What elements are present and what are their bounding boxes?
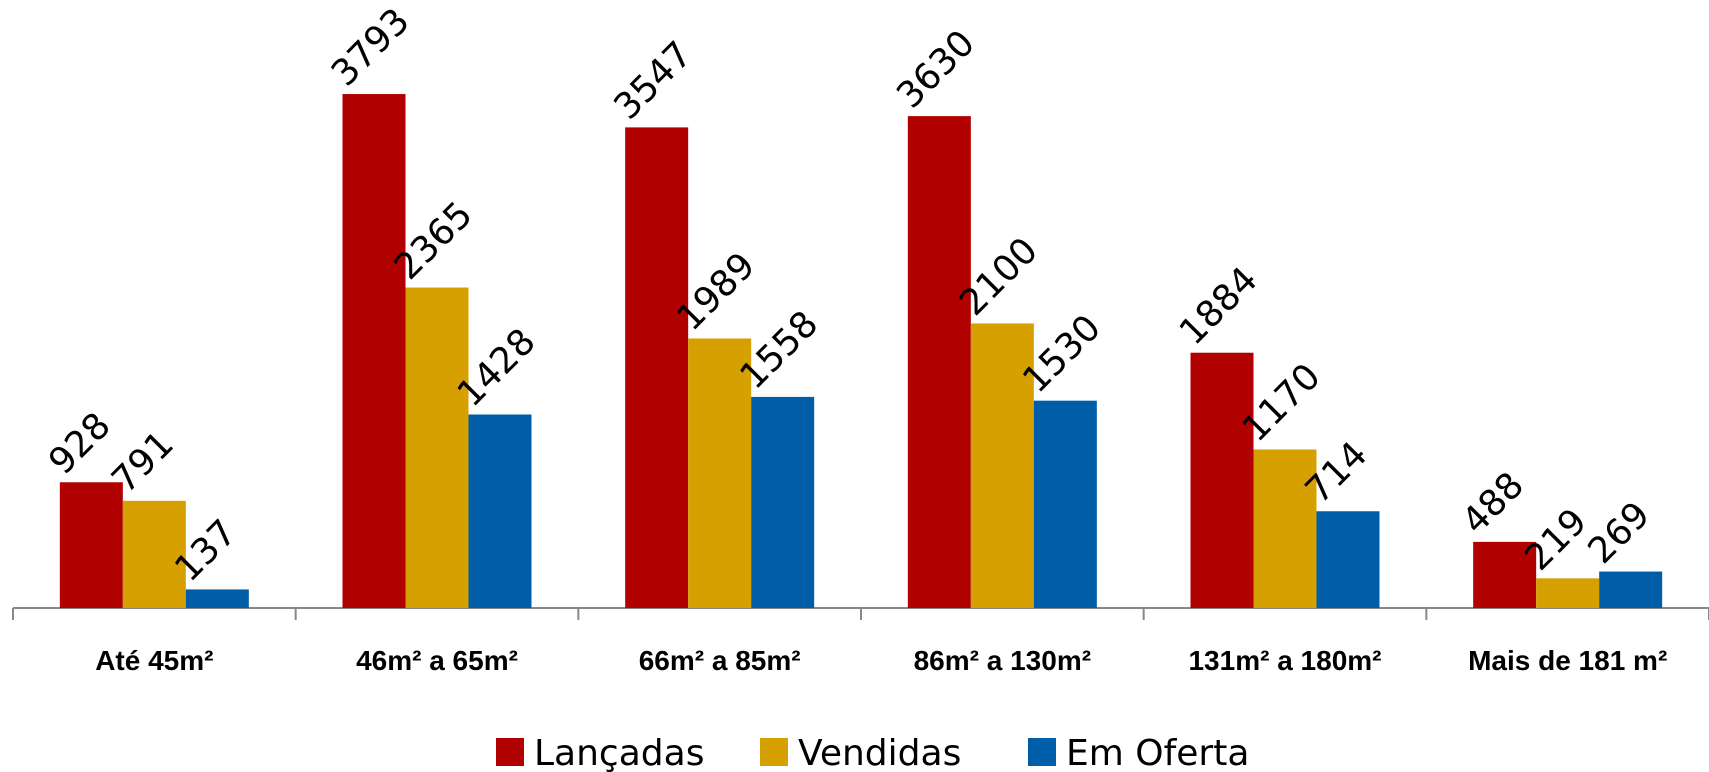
bar: [1253, 449, 1317, 608]
bar: [688, 338, 752, 608]
bar: [1190, 352, 1254, 608]
bar: [1033, 400, 1097, 608]
bar: [1316, 511, 1380, 608]
bar: [185, 589, 249, 608]
legend-swatch: [496, 738, 524, 766]
bar: [970, 323, 1034, 608]
x-tick-label: 66m² a 85m²: [639, 645, 801, 676]
bar: [468, 414, 532, 608]
data-label: 3793: [324, 1, 418, 95]
bar: [405, 287, 469, 608]
data-label: 1884: [1172, 259, 1266, 353]
bar: [59, 482, 123, 608]
x-tick-label: 86m² a 130m²: [914, 645, 1091, 676]
data-label: 3547: [607, 34, 701, 128]
x-tick-label: 131m² a 180m²: [1188, 645, 1381, 676]
bar: [625, 127, 689, 608]
bar: [751, 396, 815, 608]
bar: [1536, 578, 1600, 608]
data-label: 3630: [889, 23, 983, 117]
legend-label: Vendidas: [798, 733, 961, 772]
data-label: 269: [1581, 494, 1659, 572]
x-tick-label: Mais de 181 m²: [1468, 645, 1667, 676]
legend-swatch: [1028, 738, 1056, 766]
legend-label: Lançadas: [534, 733, 704, 772]
bar: [907, 116, 971, 608]
x-tick-label: Até 45m²: [95, 645, 213, 676]
bar: [1599, 571, 1663, 608]
x-tick-label: 46m² a 65m²: [356, 645, 518, 676]
data-label: 488: [1455, 465, 1533, 543]
legend-label: Em Oferta: [1066, 733, 1249, 772]
bar: [1473, 541, 1537, 608]
legend-swatch: [760, 738, 788, 766]
bar: [342, 94, 406, 608]
bar: [122, 500, 186, 608]
